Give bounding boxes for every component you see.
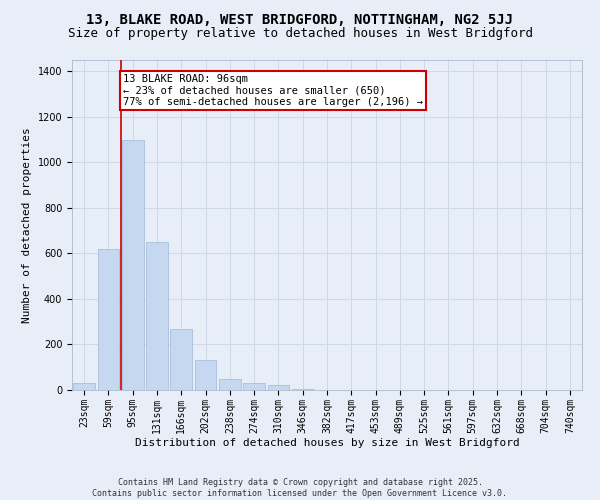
Bar <box>219 378 241 390</box>
Bar <box>122 140 143 390</box>
Bar <box>194 360 217 390</box>
Bar <box>243 383 265 390</box>
Text: Contains HM Land Registry data © Crown copyright and database right 2025.
Contai: Contains HM Land Registry data © Crown c… <box>92 478 508 498</box>
Text: 13, BLAKE ROAD, WEST BRIDGFORD, NOTTINGHAM, NG2 5JJ: 13, BLAKE ROAD, WEST BRIDGFORD, NOTTINGH… <box>86 12 514 26</box>
Bar <box>292 389 314 390</box>
X-axis label: Distribution of detached houses by size in West Bridgford: Distribution of detached houses by size … <box>134 438 520 448</box>
Bar <box>73 383 95 390</box>
Y-axis label: Number of detached properties: Number of detached properties <box>22 127 32 323</box>
Bar <box>146 242 168 390</box>
Bar <box>268 386 289 390</box>
Bar <box>97 249 119 390</box>
Bar <box>170 328 192 390</box>
Text: Size of property relative to detached houses in West Bridgford: Size of property relative to detached ho… <box>67 28 533 40</box>
Text: 13 BLAKE ROAD: 96sqm
← 23% of detached houses are smaller (650)
77% of semi-deta: 13 BLAKE ROAD: 96sqm ← 23% of detached h… <box>123 74 423 107</box>
